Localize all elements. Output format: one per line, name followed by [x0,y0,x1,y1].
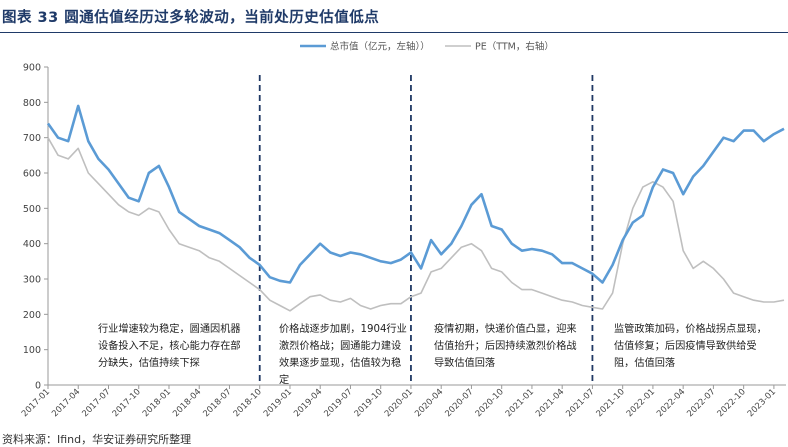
x-tick-label: 2020-01 [383,387,415,419]
y-tick-label: 300 [23,275,41,286]
y-tick-label: 400 [23,239,41,250]
x-tick-label: 2022-04 [655,387,687,419]
y-tick-label: 800 [23,98,41,109]
x-tick-label: 2020-07 [443,387,475,419]
figure-title: 图表 33 圆通估值经历过多轮波动，当前处历史估值低点 [2,10,380,26]
figure-title-bar: 图表 33 圆通估值经历过多轮波动，当前处历史估值低点 [0,0,788,33]
x-tick-label: 2019-01 [262,387,294,419]
series-line-2 [47,137,785,312]
x-tick-label: 2023-01 [746,387,778,419]
x-tick-label: 2017-01 [20,387,52,419]
chart-series [46,104,785,312]
x-tick-label: 2020-04 [413,387,445,419]
series-line-1 [46,104,785,284]
legend-label-2: PE（TTM，右轴） [475,41,554,53]
y-tick-label: 500 [23,204,41,215]
annotation-period-1: 行业增速较为稳定，圆通因机器设备投入不足，核心能力存在部分缺失，估值持续下探 [98,324,241,369]
y-tick-label: 100 [23,345,41,356]
period-dividers [258,75,594,385]
x-tick-label: 2021-04 [534,387,566,419]
x-tick-label: 2022-10 [716,387,748,419]
x-tick-label: 2018-01 [141,387,173,419]
y-tick-label: 0 [35,381,41,392]
x-tick-label: 2021-01 [504,387,536,419]
x-tick-label: 2021-10 [595,387,627,419]
x-tick-label: 2017-04 [50,387,82,419]
x-tick-label: 2017-07 [80,387,112,419]
x-tick-label: 2018-10 [232,387,264,419]
y-tick-label: 900 [23,63,41,74]
source-note: 资料来源：Ifind，华安证券研究所整理 [2,433,192,446]
x-tick-label: 2017-10 [111,387,143,419]
chart-legend: 总市值（亿元，左轴）） PE（TTM，右轴） [300,41,554,53]
legend-label-1: 总市值（亿元，左轴）） [330,41,430,53]
x-tick-label: 2019-10 [353,387,385,419]
x-tick-label: 2022-01 [625,387,657,419]
x-tick-label: 2019-07 [322,387,354,419]
y-tick-label: 700 [23,133,41,144]
y-tick-label: 600 [23,169,41,180]
x-tick-label: 2022-07 [685,387,717,419]
annotation-period-2: 价格战逐步加剧，1904行业激烈价格战；圆通能力建设效果逐步显现，估值较为稳定 [279,324,407,386]
x-tick-label: 2018-07 [201,387,233,419]
x-tick-label: 2019-04 [292,387,324,419]
x-tick-label: 2018-04 [171,387,203,419]
annotation-period-4: 监管政策加码，价格战拐点显现，估值修复；后因疫情导致供给受阻，估值回落 [614,324,767,369]
x-tick-label: 2020-10 [474,387,506,419]
x-tick-label: 2021-07 [564,387,596,419]
annotation-period-3: 疫情初期，快递价值凸显，迎来估值抬升；后因持续激烈价格战导致估值回落 [434,324,577,369]
y-tick-label: 200 [23,310,41,321]
